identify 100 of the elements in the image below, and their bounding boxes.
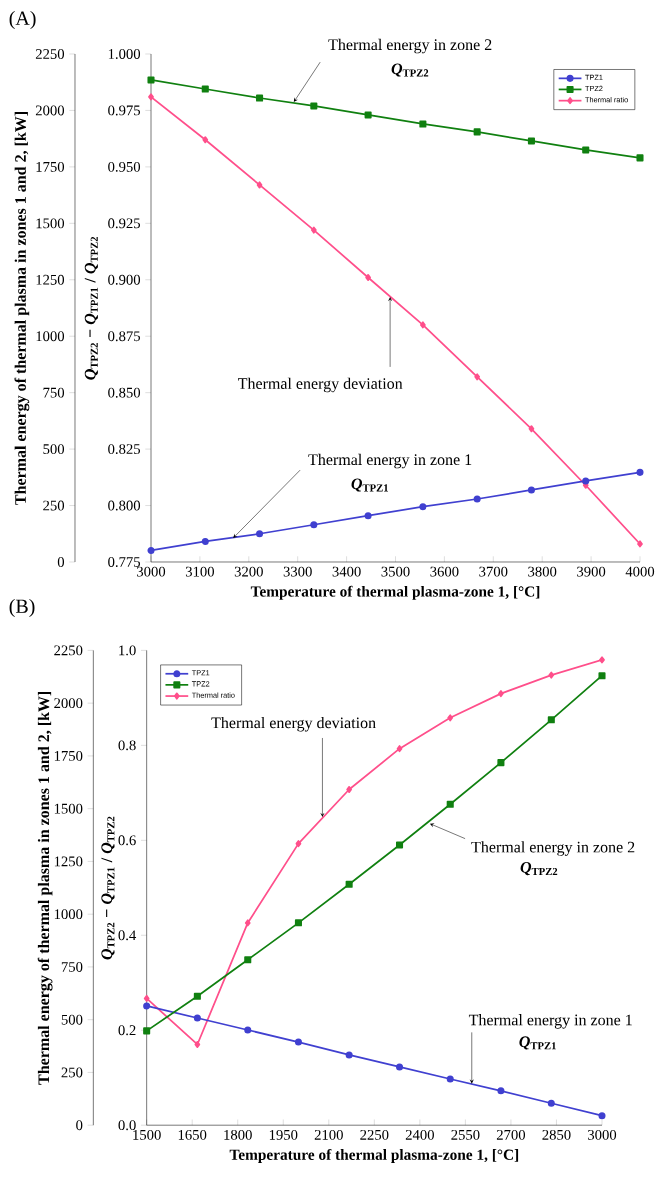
point	[395, 841, 404, 849]
point	[582, 146, 590, 154]
point	[528, 425, 535, 433]
point	[598, 672, 606, 680]
point	[527, 137, 535, 145]
point	[143, 1002, 151, 1010]
x-tick-label: 1500	[133, 1129, 161, 1140]
point	[396, 745, 403, 753]
x-tick-label: 3600	[430, 566, 459, 577]
y-tick-label: 2250	[35, 49, 65, 59]
y2-tick-label: 0.850	[108, 387, 141, 398]
annotation: Thermal energy in zone 2	[471, 841, 635, 856]
y2-tick-label: 0.950	[108, 161, 141, 172]
y-tick-label: 2250	[54, 645, 83, 656]
point	[193, 992, 201, 1000]
point	[193, 1014, 201, 1022]
point	[447, 714, 454, 722]
point	[346, 785, 353, 794]
point	[295, 840, 302, 848]
x-axis-title: Temperature of thermal plasma-zone 1, [°C]	[250, 585, 540, 600]
point	[202, 136, 209, 144]
y-axis-title: Thermal energy of thermal plasma in zones 1 and 2, [kW]	[37, 691, 53, 1085]
y2-tick-label: 0.925	[108, 218, 141, 229]
y-tick-label: 1250	[36, 274, 65, 285]
y-tick-label: 750	[43, 387, 65, 398]
x-tick-label: 1950	[269, 1129, 298, 1140]
y-tick-label: 500	[61, 1014, 83, 1025]
point	[497, 759, 505, 767]
point	[256, 181, 263, 189]
annotation: Thermal energy deviation	[211, 716, 376, 732]
y2-tick-label: 0.875	[108, 331, 141, 342]
point	[194, 1040, 201, 1049]
y-axis-title: Thermal energy of thermal plasma in zones 1 and 2, [kW]	[14, 112, 30, 505]
point	[364, 512, 372, 520]
y-tick-label: 2000	[54, 698, 83, 709]
point	[364, 111, 372, 119]
x-tick-label: 3700	[479, 566, 508, 577]
point	[345, 880, 353, 888]
point	[636, 468, 644, 476]
point	[310, 102, 318, 110]
point	[201, 85, 209, 93]
y2-tick-label: 0.6	[118, 835, 136, 846]
point	[446, 1075, 454, 1083]
x-tick-label: 4000	[625, 566, 655, 577]
point	[147, 546, 155, 555]
y-tick-label: 1500	[36, 218, 65, 229]
point	[419, 503, 427, 511]
point	[547, 1099, 555, 1107]
point	[498, 690, 504, 698]
x-tick-label: 3900	[577, 566, 606, 577]
point	[420, 321, 426, 329]
y2-tick-label: 0.8	[118, 740, 136, 751]
annotation: Thermal energy in zone 1	[468, 1014, 632, 1029]
point	[474, 373, 481, 381]
point	[244, 1026, 252, 1034]
chart-title: (A)	[9, 10, 36, 30]
y2-tick-label: 0.900	[108, 274, 141, 285]
y2-tick-label: 0.825	[108, 444, 141, 455]
point	[310, 226, 317, 234]
point	[148, 93, 154, 101]
x-tick-label: 3500	[381, 566, 410, 577]
chart-title: (B)	[9, 598, 35, 618]
y-tick-label: 250	[43, 500, 65, 511]
y-tick-label: 1000	[36, 331, 65, 342]
point	[636, 154, 644, 162]
x-tick-label: 3100	[185, 566, 215, 577]
y-tick-label: 1750	[36, 161, 65, 172]
point	[599, 656, 605, 664]
x-tick-label: 3300	[283, 566, 312, 577]
annotation: Thermal energy deviation	[238, 377, 403, 393]
x-tick-label: 3200	[234, 566, 263, 577]
y2-tick-label: 1.0	[119, 645, 136, 656]
x-tick-label: 2700	[496, 1129, 526, 1140]
y2-axis-title: Q$_{TPZ2}$ − Q$_{TPZ1}$ / Q$_{TPZ2}$	[101, 816, 115, 960]
annotation: Q$_{TPZ2}$	[391, 63, 429, 77]
annotation: Thermal energy in zone 1	[308, 453, 472, 469]
x-tick-label: 3400	[332, 566, 361, 577]
y-tick-label: 750	[61, 961, 83, 972]
x-tick-label: 2550	[451, 1129, 480, 1140]
point	[548, 671, 555, 679]
x-tick-label: 3800	[528, 566, 557, 577]
y-tick-label: 0	[76, 1120, 83, 1131]
point	[497, 1087, 505, 1095]
point	[244, 956, 252, 964]
y2-tick-label: 0.975	[108, 105, 141, 116]
annotation: Q$_{TPZ2}$	[520, 861, 558, 876]
point	[147, 76, 155, 84]
x-tick-label: 1800	[224, 1129, 252, 1140]
y-tick-label: 1750	[54, 750, 83, 761]
point	[294, 919, 302, 927]
point	[201, 537, 209, 545]
annotation: Q$_{TPZ1}$	[351, 478, 389, 492]
point	[395, 1063, 404, 1071]
point	[527, 486, 535, 494]
point	[310, 521, 318, 529]
point	[446, 800, 454, 808]
y2-tick-label: 1.000	[108, 49, 141, 59]
x-axis-title: Temperature of thermal plasma-zone 1, [°C]	[229, 1148, 519, 1164]
point	[256, 94, 264, 102]
point	[547, 716, 555, 724]
